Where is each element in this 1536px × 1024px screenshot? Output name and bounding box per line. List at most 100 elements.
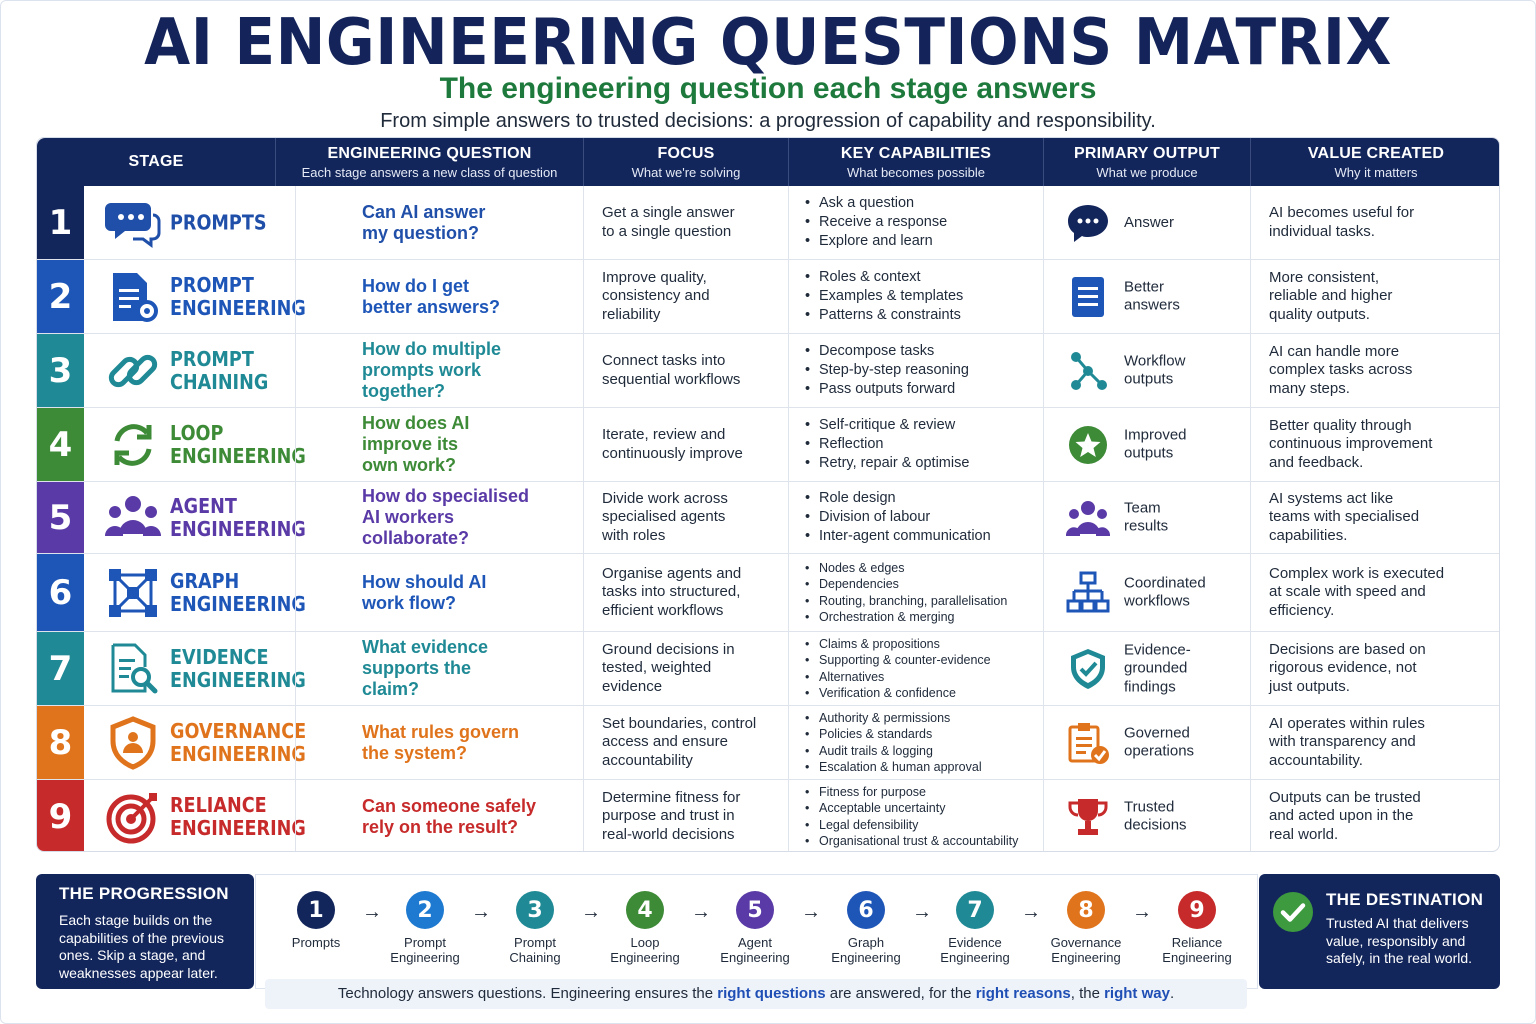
graph-network-icon — [105, 565, 161, 621]
focus-cell: Improve quality, consistency and reliabi… — [583, 260, 788, 333]
progression-description: Each stage builds on the capabilities of… — [59, 912, 224, 981]
progression-step: 4 Loop Engineering — [590, 891, 700, 965]
capabilities-list: Authority & permissionsPolicies & standa… — [805, 710, 982, 776]
workflow-nodes-icon — [1066, 349, 1110, 393]
stage-number: 4 — [37, 408, 84, 481]
header-value: VALUE CREATED Why it matters — [1250, 138, 1499, 186]
stage-name: PROMPTS — [170, 210, 267, 234]
capability-item: Legal defensibility — [805, 817, 1018, 834]
arrow-right-icon: → — [362, 901, 382, 923]
value-text: AI operates within rules with transparen… — [1269, 714, 1425, 769]
capability-item: Acceptable uncertainty — [805, 800, 1018, 817]
step-number-circle: 5 — [736, 891, 774, 929]
step-number-circle: 3 — [516, 891, 554, 929]
value-text: Outputs can be trusted and acted upon in… — [1269, 788, 1421, 843]
capability-item: Organisational trust & accountability — [805, 833, 1018, 850]
stage-name: EVIDENCE ENGINEERING — [170, 644, 306, 692]
footer-text: , the — [1070, 985, 1105, 1002]
focus-text: Get a single answer to a single question — [602, 204, 735, 240]
star-badge-icon — [1066, 423, 1110, 467]
capability-item: Claims & propositions — [805, 636, 991, 653]
focus-text: Determine fitness for purpose and trust … — [602, 788, 741, 843]
engineering-question: How do specialised AI workers collaborat… — [362, 486, 530, 548]
target-arrow-icon — [105, 789, 161, 845]
capability-item: Orchestration & merging — [805, 609, 1007, 626]
document-gear-icon — [105, 269, 161, 325]
focus-cell: Organise agents and tasks into structure… — [583, 554, 788, 631]
question-cell: What evidence supports the claim? — [295, 632, 583, 705]
primary-output: Coordinated workflows — [1124, 574, 1206, 610]
page-title: AI ENGINEERING QUESTIONS MATRIX — [144, 6, 1392, 80]
step-number-circle: 8 — [1067, 891, 1105, 929]
capability-item: Decompose tasks — [805, 342, 969, 361]
value-cell: Complex work is executed at scale with s… — [1250, 554, 1499, 631]
header-subtitle: Why it matters — [1334, 164, 1418, 180]
capability-item: Ask a question — [805, 194, 947, 213]
step-label: Loop Engineering — [610, 935, 680, 965]
progression-title: THE PROGRESSION — [59, 884, 229, 903]
capabilities-list: Claims & propositionsSupporting & counte… — [805, 636, 991, 702]
capabilities-list: Fitness for purposeAcceptable uncertaint… — [805, 784, 1018, 850]
focus-cell: Connect tasks into sequential workflows — [583, 334, 788, 407]
capability-item: Dependencies — [805, 576, 1007, 593]
header-title: KEY CAPABILITIES — [840, 144, 992, 162]
value-text: AI becomes useful for individual tasks. — [1269, 204, 1415, 240]
engineering-question: Can AI answer my question? — [362, 201, 486, 243]
footer-highlight: right way — [1104, 985, 1170, 1002]
document-icon — [1066, 275, 1110, 319]
table-row: 4 LOOP ENGINEERING How does AI improve i… — [37, 407, 1499, 481]
trophy-icon — [1066, 795, 1110, 839]
arrow-right-icon: → — [912, 901, 932, 923]
team-people-icon — [105, 490, 161, 546]
questions-matrix-table: STAGE ENGINEERING QUESTION Each stage an… — [36, 137, 1500, 852]
focus-text: Iterate, review and continuously improve — [602, 426, 743, 462]
focus-text: Organise agents and tasks into structure… — [602, 564, 742, 619]
document-search-icon — [105, 641, 161, 697]
capabilities-cell: Roles & contextExamples & templatesPatte… — [788, 260, 1043, 333]
focus-text: Ground decisions in tested, weighted evi… — [602, 640, 735, 695]
capability-item: Routing, branching, parallelisation — [805, 593, 1007, 610]
stage-name: GRAPH ENGINEERING — [170, 568, 306, 616]
value-cell: AI can handle more complex tasks across … — [1250, 334, 1499, 407]
step-label: Evidence Engineering — [940, 935, 1010, 965]
capabilities-cell: Role designDivision of labourInter-agent… — [788, 482, 1043, 553]
capability-item: Policies & standards — [805, 726, 982, 743]
header-title: VALUE CREATED — [1307, 144, 1445, 162]
capability-item: Nodes & edges — [805, 560, 1007, 577]
question-cell: How should AI work flow? — [295, 554, 583, 631]
value-cell: Better quality through continuous improv… — [1250, 408, 1499, 481]
capability-item: Examples & templates — [805, 287, 963, 306]
step-number-circle: 6 — [847, 891, 885, 929]
engineering-question: What rules govern the system? — [362, 721, 520, 763]
value-cell: Decisions are based on rigorous evidence… — [1250, 632, 1499, 705]
output-cell: Team results — [1043, 482, 1250, 553]
step-label: Reliance Engineering — [1162, 935, 1232, 965]
output-cell: Trusted decisions — [1043, 780, 1250, 851]
capabilities-cell: Authority & permissionsPolicies & standa… — [788, 706, 1043, 779]
question-cell: How do specialised AI workers collaborat… — [295, 482, 583, 553]
stage-number: 1 — [37, 186, 84, 259]
value-text: AI systems act like teams with specialis… — [1269, 489, 1420, 544]
table-row: 7 EVIDENCE ENGINEERING What evidence sup… — [37, 631, 1499, 705]
focus-text: Set boundaries, control access and ensur… — [602, 714, 757, 769]
output-cell: Improved outputs — [1043, 408, 1250, 481]
table-row: 9 RELIANCE ENGINEERING Can someone safel… — [37, 779, 1499, 851]
capabilities-cell: Decompose tasksStep-by-step reasoningPas… — [788, 334, 1043, 407]
destination-box: THE DESTINATION Trusted AI that delivers… — [1259, 874, 1500, 989]
step-label: Governance Engineering — [1050, 935, 1122, 965]
refresh-loop-icon — [105, 417, 161, 473]
progression-step: 5 Agent Engineering — [700, 891, 810, 965]
header-stage: STAGE — [37, 138, 275, 186]
table-row: 1 PROMPTS Can AI answer my question? Get… — [37, 186, 1499, 259]
table-row: 8 GOVERNANCE ENGINEERING What rules gove… — [37, 705, 1499, 779]
capability-item: Receive a response — [805, 213, 947, 232]
capability-item: Escalation & human approval — [805, 759, 982, 776]
header-focus: FOCUS What we're solving — [583, 138, 788, 186]
progression-steps: 1 Prompts → 2 Prompt Engineering → 3 Promp… — [255, 874, 1258, 989]
check-circle-icon — [1273, 892, 1313, 932]
output-cell: Workflow outputs — [1043, 334, 1250, 407]
output-cell: Evidence- grounded findings — [1043, 632, 1250, 705]
stage-name: RELIANCE ENGINEERING — [170, 792, 306, 840]
page-tagline: From simple answers to trusted decisions… — [380, 110, 1156, 132]
value-cell: More consistent, reliable and higher qua… — [1250, 260, 1499, 333]
